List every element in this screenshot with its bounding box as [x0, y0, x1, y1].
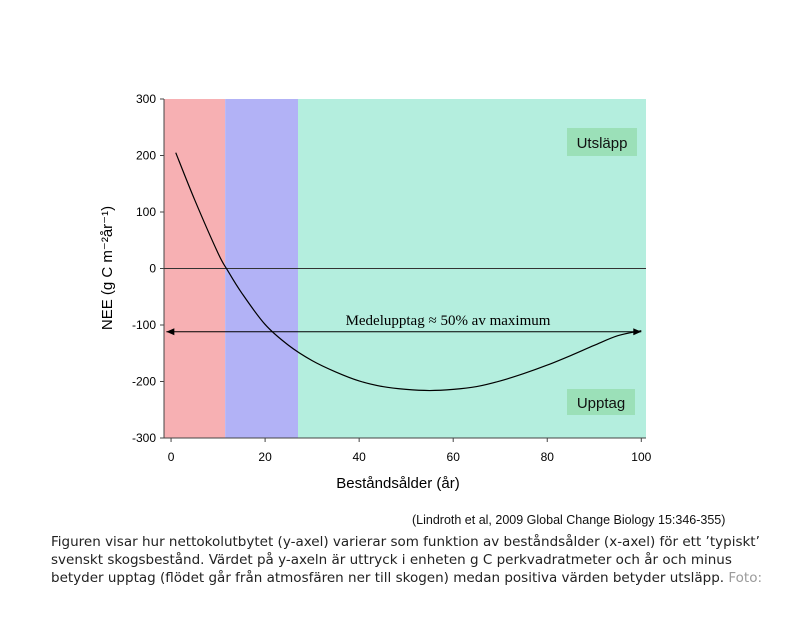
uptake-label-box: Upptag [567, 389, 635, 415]
photo-credit: Foto: [728, 570, 763, 586]
caption: Figuren visar hur nettokolutbytet (y-axe… [51, 533, 781, 587]
y-tick-label: -100 [132, 318, 156, 332]
emission-label: Utsläpp [577, 135, 628, 152]
y-tick-label: 300 [136, 92, 156, 106]
y-tick-label: 200 [136, 149, 156, 163]
x-tick-label: 100 [631, 450, 651, 464]
emission-label-box: Utsläpp [567, 128, 637, 156]
x-tick-label: 60 [447, 450, 461, 464]
arrow-head-left [166, 328, 175, 336]
uptake-label: Upptag [577, 395, 625, 412]
nee-chart: 300 200 100 0 -100 -200 -300 0 20 40 60 80 100 Utsl… [99, 92, 652, 492]
y-tick-labels: 300 200 100 0 -100 -200 -300 [132, 92, 156, 445]
y-tick-label: -200 [132, 375, 156, 389]
caption-text: Figuren visar hur nettokolutbytet (y-axe… [51, 534, 760, 586]
y-tick-label: 100 [136, 205, 156, 219]
mean-uptake-annotation: Medelupptag ≈ 50% av maximum [346, 313, 551, 329]
x-axis-title: Beståndsålder (år) [336, 475, 459, 492]
citation: (Lindroth et al, 2009 Global Change Biol… [412, 513, 726, 527]
nee-curve [175, 152, 642, 392]
y-tick-label: -300 [132, 431, 156, 445]
x-tick-labels: 0 20 40 60 80 100 [168, 450, 652, 464]
y-tick-label: 0 [149, 262, 156, 276]
x-tick-label: 40 [352, 450, 366, 464]
x-tick-label: 0 [168, 450, 175, 464]
emission-box [567, 128, 637, 156]
y-axis-title: NEE (g C m⁻²år⁻¹) [99, 206, 116, 330]
uptake-box [567, 389, 635, 415]
x-tick-label: 80 [541, 450, 555, 464]
x-tick-label: 20 [258, 450, 272, 464]
